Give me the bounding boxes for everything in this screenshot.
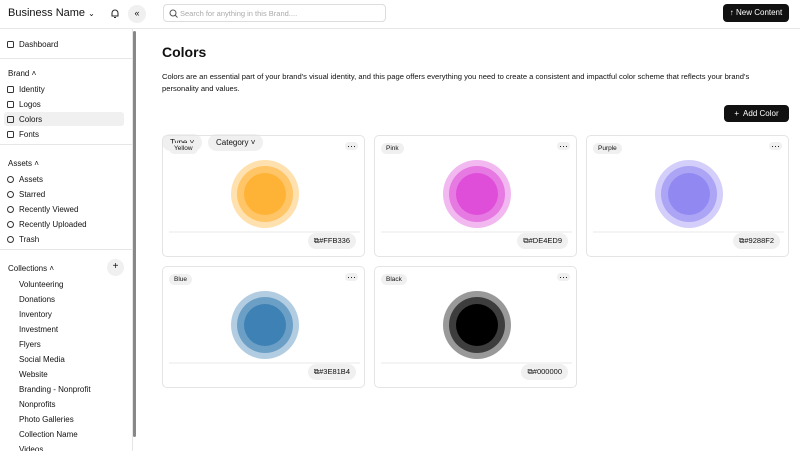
copy-hex-button[interactable]: ⧉#000000	[521, 364, 568, 380]
nav-item[interactable]: Inventory	[19, 310, 52, 319]
nav-item[interactable]: Donations	[19, 295, 56, 304]
main: Colors Colors are an essential part of y…	[136, 29, 800, 451]
color-name: Purple	[593, 143, 622, 154]
hex-code: #9288F2	[744, 236, 774, 245]
description: Colors are an essential part of your bra…	[162, 72, 750, 93]
hex-code: #3E81B4	[319, 367, 350, 376]
nav-item[interactable]: Dashboard	[19, 40, 59, 49]
new-content-label: New Content	[735, 8, 783, 17]
nav-item[interactable]: Volunteering	[19, 280, 64, 289]
more-button[interactable]: ⋯	[557, 141, 570, 151]
more-button[interactable]: ⋯	[345, 141, 358, 151]
nav-icon	[7, 206, 14, 213]
nav-item[interactable]: Videos	[19, 445, 44, 451]
nav-item[interactable]: Investment	[19, 325, 59, 334]
copy-hex-button[interactable]: ⧉#3E81B4	[307, 364, 356, 380]
nav-icon	[7, 101, 14, 108]
nav-item[interactable]: Social Media	[19, 355, 65, 364]
nav-icon	[7, 191, 14, 198]
copy-hex-button[interactable]: ⧉#9288F2	[733, 233, 780, 249]
nav-item[interactable]: Recently Viewed	[19, 205, 79, 214]
divider	[0, 249, 132, 250]
swatch-ring	[456, 173, 498, 215]
nav-item[interactable]: Branding - Nonprofit	[19, 385, 91, 394]
nav-item[interactable]: Flyers	[19, 340, 41, 349]
swatch	[381, 291, 572, 364]
swatch-ring	[668, 173, 710, 215]
hex-code: #000000	[532, 367, 562, 376]
swatch-ring	[244, 304, 286, 346]
brand-name: Business Name	[8, 7, 86, 19]
nav-item[interactable]: Photo Galleries	[19, 415, 74, 424]
swatch	[169, 291, 360, 364]
search-icon	[169, 9, 178, 18]
sidebar: Dashboard Brand ˄ Identity Logos Colors Fonts…	[0, 29, 133, 451]
copy-hex-button[interactable]: ⧉#DE4ED9	[517, 233, 568, 249]
nav-item[interactable]: Fonts	[19, 130, 40, 139]
nav-item[interactable]: Assets	[19, 175, 44, 184]
nav-item[interactable]: Starred	[19, 190, 46, 199]
color-card[interactable]: Yellow ⋯ ⧉#FFB336	[162, 135, 365, 257]
color-card[interactable]: Black ⋯ ⧉#000000	[374, 266, 577, 388]
dashboard-icon	[7, 41, 14, 48]
collapse-button[interactable]: «	[128, 5, 146, 23]
nav-item[interactable]: Trash	[19, 235, 40, 244]
swatch-ring	[244, 173, 286, 215]
nav-item[interactable]: Nonprofits	[19, 400, 56, 409]
color-name: Blue	[169, 274, 193, 285]
hex-code: #FFB336	[319, 236, 350, 245]
swatch-ring	[456, 304, 498, 346]
nav-item[interactable]: Collection Name	[19, 430, 78, 439]
section-title: Brand	[8, 69, 30, 78]
new-content-button[interactable]: ↑ New Content	[723, 4, 789, 22]
section-title: Collections	[8, 264, 48, 273]
divider	[0, 58, 132, 59]
nav-item[interactable]: Logos	[19, 100, 41, 109]
nav-icon	[7, 86, 14, 93]
swatch	[169, 160, 360, 233]
section-header[interactable]: Brand ˄	[8, 69, 37, 78]
color-name: Pink	[381, 143, 404, 154]
filter-button[interactable]: Category ˅	[208, 134, 264, 151]
add-color-button[interactable]: + Add Color	[724, 105, 789, 122]
nav-item[interactable]: Recently Uploaded	[19, 220, 87, 229]
nav-item[interactable]: Identity	[19, 85, 45, 94]
nav-icon	[7, 176, 14, 183]
nav-icon	[7, 131, 14, 138]
active-highlight	[4, 112, 124, 126]
page-title: Colors	[162, 44, 207, 60]
nav-icon	[7, 236, 14, 243]
filter-label: Type	[170, 138, 187, 147]
search-placeholder: Search for anything in this Brand....	[180, 9, 298, 18]
color-card[interactable]: Blue ⋯ ⧉#3E81B4	[162, 266, 365, 388]
color-name: Black	[381, 274, 407, 285]
bell-icon[interactable]	[110, 8, 120, 19]
swatch	[593, 160, 784, 233]
add-collection-button[interactable]: +	[107, 259, 124, 276]
filter-label: Category	[216, 138, 249, 147]
color-card[interactable]: Purple ⋯ ⧉#9288F2	[586, 135, 789, 257]
add-color-label: Add Color	[743, 109, 779, 118]
divider	[0, 144, 132, 145]
nav-icon	[7, 221, 14, 228]
color-name: Yellow	[169, 143, 198, 154]
search-box[interactable]: Search for anything in this Brand....	[163, 4, 386, 22]
copy-hex-button[interactable]: ⧉#FFB336	[307, 233, 356, 249]
more-button[interactable]: ⋯	[769, 141, 782, 151]
swatch	[381, 160, 572, 233]
section-title: Assets	[8, 159, 33, 168]
nav-item[interactable]: Website	[19, 370, 48, 379]
section-header[interactable]: Collections ˄	[8, 264, 55, 273]
hex-code: #DE4ED9	[528, 236, 562, 245]
header: Business Name ⌄ « Search for anything in…	[0, 0, 800, 29]
scrollbar[interactable]	[133, 31, 136, 437]
nav-icon	[7, 116, 14, 123]
section-header[interactable]: Assets ˄	[8, 159, 39, 168]
nav-item[interactable]: Colors	[19, 115, 43, 124]
more-button[interactable]: ⋯	[557, 272, 570, 282]
more-button[interactable]: ⋯	[345, 272, 358, 282]
brand-switcher[interactable]: Business Name ⌄	[8, 7, 95, 19]
color-card[interactable]: Pink ⋯ ⧉#DE4ED9	[374, 135, 577, 257]
